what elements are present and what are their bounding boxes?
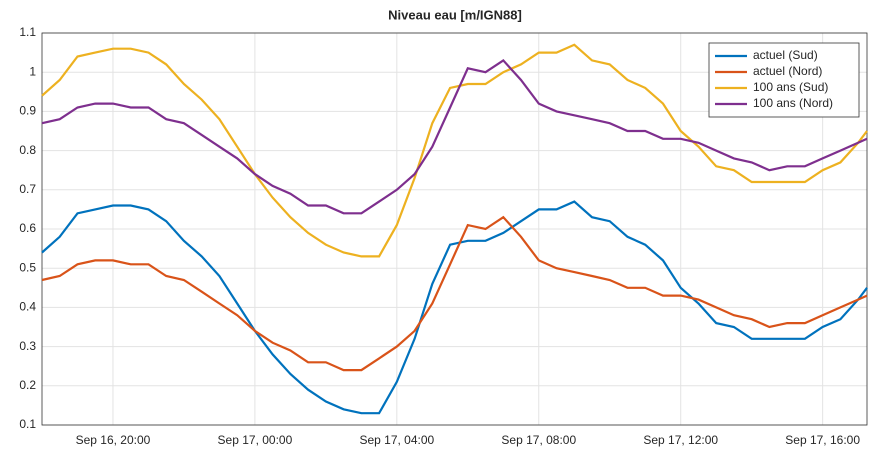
x-tick-label: Sep 17, 08:00: [501, 433, 576, 447]
y-tick-label: 0.1: [19, 417, 36, 431]
y-tick-label: 1.1: [19, 25, 36, 39]
legend-label: actuel (Nord): [753, 64, 822, 78]
series-line: [41, 58, 868, 215]
x-tick-label: Sep 17, 00:00: [218, 433, 293, 447]
legend-label: 100 ans (Nord): [753, 96, 833, 110]
legend-label: actuel (Sud): [753, 48, 818, 62]
x-tick-label: Sep 17, 16:00: [785, 433, 860, 447]
y-tick-label: 1: [29, 64, 36, 78]
y-tick-label: 0.4: [19, 300, 36, 314]
x-tick-label: Sep 17, 04:00: [359, 433, 434, 447]
y-tick-label: 0.8: [19, 143, 36, 157]
series-line: [41, 215, 868, 372]
y-tick-label: 0.3: [19, 339, 36, 353]
y-tick-label: 0.7: [19, 182, 36, 196]
y-tick-label: 0.9: [19, 104, 36, 118]
x-tick-label: Sep 17, 12:00: [643, 433, 718, 447]
axes-box: [41, 32, 868, 426]
y-tick-label: 0.2: [19, 378, 36, 392]
chart-title: Niveau eau [m/IGN88]: [388, 7, 522, 22]
y-tick-label: 0.5: [19, 260, 36, 274]
legend-label: 100 ans (Sud): [753, 80, 828, 94]
y-tick-label: 0.6: [19, 221, 36, 235]
x-tick-label: Sep 16, 20:00: [76, 433, 151, 447]
